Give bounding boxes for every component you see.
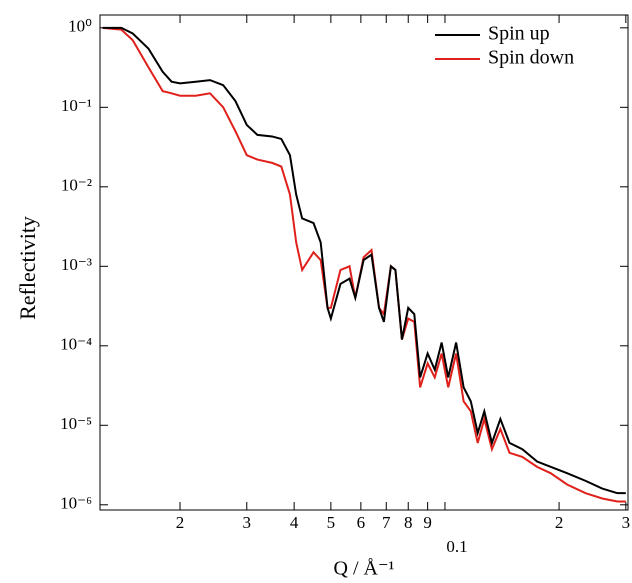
x-tick-label: 9: [423, 513, 432, 532]
y-tick-label: 10⁻⁶: [60, 494, 92, 513]
x-axis-label: Q / Å⁻¹: [334, 558, 395, 580]
y-tick-label: 10⁻⁴: [60, 335, 92, 354]
x-tick-label: 0.1: [446, 537, 467, 556]
y-tick-label: 10⁻¹: [61, 96, 92, 115]
y-axis-label: Reflectivity: [15, 216, 40, 320]
x-tick-label: 4: [290, 513, 299, 532]
x-tick-label: 2: [555, 513, 564, 532]
x-tick-label: 2: [176, 513, 185, 532]
x-tick-label: 8: [404, 513, 413, 532]
x-tick-label: 3: [622, 513, 631, 532]
y-tick-label: 10⁻³: [61, 255, 92, 274]
x-tick-label: 7: [382, 513, 391, 532]
y-tick-label: 10⁻⁵: [60, 414, 92, 433]
series-line: [102, 26, 626, 503]
x-tick-label: 5: [327, 513, 336, 532]
series-line: [102, 26, 626, 495]
legend-label: Spin up: [488, 23, 550, 45]
plot-frame: [99, 14, 629, 511]
y-tick-label: 10⁰: [68, 17, 92, 36]
legend-label: Spin down: [488, 47, 574, 69]
x-tick-label: 6: [357, 513, 366, 532]
x-tick-label: 3: [243, 513, 252, 532]
y-tick-label: 10⁻²: [61, 176, 92, 195]
